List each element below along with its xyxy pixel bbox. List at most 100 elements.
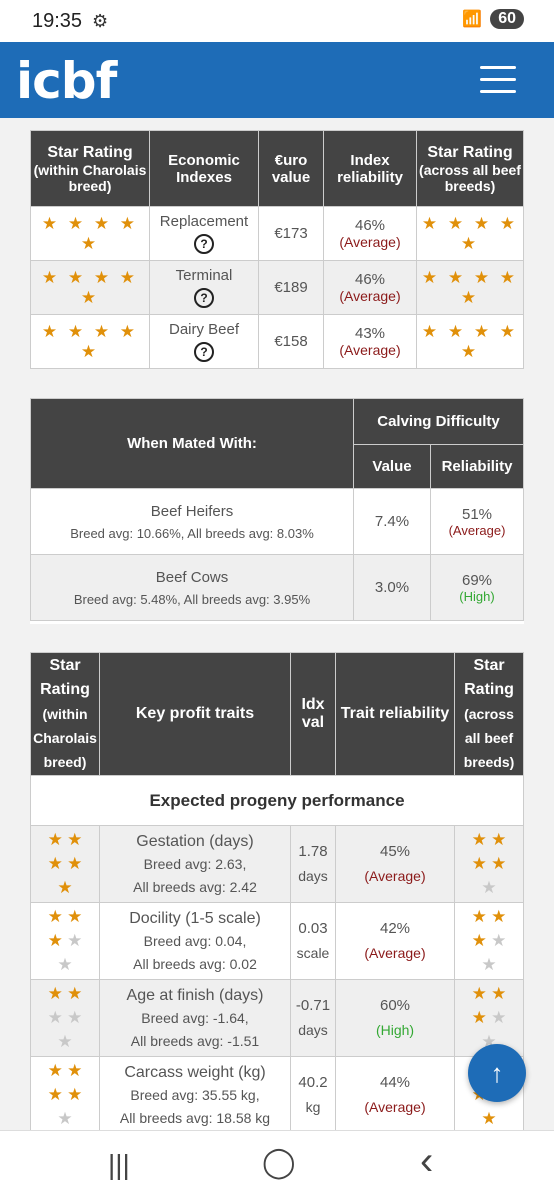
euro-value: €158 [258,314,324,369]
idx-value: 40.2 [298,1074,328,1091]
trait-name: Docility (1-5 scale) [129,909,261,927]
profit-traits-table: Star Rating (within Charolais breed) Key… [30,652,524,1130]
table-row: Beef Cows Breed avg: 5.48%, All breeds a… [30,554,524,621]
calving-card: When Mated With: Calving Difficulty Valu… [30,398,524,624]
star-rating-within: ★ ★ ★ ★ ★ [30,902,100,980]
euro-value: €189 [258,260,324,315]
calving-table: When Mated With: Calving Difficulty Valu… [30,398,524,621]
idx-unit: days [298,868,328,884]
calving-value: 7.4% [353,488,431,555]
mate-averages: Breed avg: 5.48%, All breeds avg: 3.95% [73,591,311,607]
menu-icon[interactable] [480,66,516,94]
reliability-label: (Average) [339,234,401,250]
status-bar: 19:35 ⚙ 📶 60 [0,0,554,42]
header-index-reliability: Index reliability [323,130,417,207]
star-rating-within: ★ ★ ★ ★ ★ [30,979,100,1057]
trait-name: Carcass weight (kg) [124,1063,266,1081]
reliability-label: (Average) [364,945,426,961]
reliability-label: (Average) [339,342,401,358]
trait-name: Age at finish (days) [126,986,264,1004]
economic-index-card: Star Rating (within Charolais breed) Eco… [30,130,524,369]
trait-all-avg: All breeds avg: 2.42 [133,878,257,895]
idx-value: -0.71 [295,997,331,1014]
trait-all-avg: All breeds avg: 0.02 [133,955,257,972]
gear-icon: ⚙ [92,11,109,31]
header-trait-reliability: Trait reliability [335,652,455,776]
star-rating-within: ★ ★ ★ ★ ★ [30,314,150,369]
header-reliability: Reliability [430,444,524,489]
mate-name: Beef Cows [155,568,229,586]
reliability-value: 44% [379,1074,411,1091]
index-name: Replacement [159,213,249,230]
trait-all-avg: All breeds avg: 18.58 kg [119,1109,271,1126]
reliability-value: 69% [461,571,493,589]
reliability-value: 46% [354,217,386,234]
index-name: Terminal [175,267,233,284]
economic-index-table: Star Rating (within Charolais breed) Eco… [30,130,524,369]
reliability-value: 60% [379,997,411,1014]
trait-breed-avg: Breed avg: 35.55 kg, [130,1086,260,1103]
help-icon[interactable]: ? [194,234,214,254]
home-icon[interactable]: ◯ [262,1146,296,1179]
scroll-top-button[interactable]: ↑ [468,1044,526,1102]
reliability-label: (Average) [448,522,506,538]
wifi-icon: 📶 [462,11,483,28]
idx-value: 0.03 [298,920,328,937]
back-icon[interactable]: ‹ [420,1139,434,1183]
trait-breed-avg: Breed avg: 2.63, [143,855,247,872]
header-euro-value: €uro value [258,130,324,207]
table-row: ★ ★ ★ ★ ★ Dairy Beef ? €158 43% (Average… [30,314,524,369]
reliability-label: (Average) [364,868,426,884]
logo[interactable]: icbf [16,52,117,110]
euro-value: €173 [258,206,324,261]
index-name: Dairy Beef [168,321,240,338]
header-idx-val: Idx val [290,652,336,776]
section-title: Expected progeny performance [30,775,524,826]
star-rating-across: ★ ★ ★ ★ ★ [454,825,524,903]
star-rating-within: ★ ★ ★ ★ ★ [30,1056,100,1130]
reliability-label: (High) [375,1022,415,1038]
star-rating-within: ★ ★ ★ ★ ★ [30,825,100,903]
table-row: ★ ★ ★ ★ ★ Replacement ? €173 46% (Averag… [30,206,524,261]
table-row: ★ ★ ★ ★ ★ Carcass weight (kg) Breed avg:… [30,1056,524,1130]
trait-all-avg: All breeds avg: -1.51 [130,1032,260,1049]
table-row: ★ ★ ★ ★ ★ Gestation (days) Breed avg: 2.… [30,825,524,903]
header-star-across: Star Rating (across all beef breeds) [454,652,524,776]
help-icon[interactable]: ? [194,288,214,308]
reliability-value: 46% [354,271,386,288]
system-nav-bar: ||| ◯ ‹ [0,1130,554,1201]
trait-breed-avg: Breed avg: -1.64, [141,1009,249,1026]
profit-traits-card: Star Rating (within Charolais breed) Key… [30,652,524,1130]
calving-value: 3.0% [353,554,431,621]
reliability-value: 51% [461,505,493,523]
recent-apps-icon[interactable]: ||| [108,1149,130,1180]
star-rating-within: ★ ★ ★ ★ ★ [30,206,150,261]
header-star-within: Star Rating (within Charolais breed) [30,652,100,776]
reliability-value: 43% [354,325,386,342]
idx-unit: scale [296,945,330,961]
reliability-label: (Average) [364,1099,426,1115]
table-row: ★ ★ ★ ★ ★ Docility (1-5 scale) Breed avg… [30,902,524,980]
battery-badge: 60 [490,9,524,29]
idx-unit: days [298,1022,328,1038]
reliability-label: (High) [459,588,495,604]
mate-averages: Breed avg: 10.66%, All breeds avg: 8.03% [70,525,314,541]
star-rating-within: ★ ★ ★ ★ ★ [30,260,150,315]
star-rating-across: ★ ★ ★ ★ ★ [454,902,524,980]
reliability-value: 45% [379,843,411,860]
star-rating-across: ★ ★ ★ ★ ★ [416,260,524,315]
trait-breed-avg: Breed avg: 0.04, [143,932,247,949]
header-key-traits: Key profit traits [99,652,291,776]
main-content: Star Rating (within Charolais breed) Eco… [0,118,554,1130]
header-value: Value [353,444,431,489]
reliability-value: 42% [379,920,411,937]
trait-name: Gestation (days) [136,832,254,850]
help-icon[interactable]: ? [194,342,214,362]
table-row: Beef Heifers Breed avg: 10.66%, All bree… [30,488,524,555]
app-header: icbf [0,42,554,118]
reliability-label: (Average) [339,288,401,304]
header-economic-indexes: Economic Indexes [149,130,259,207]
table-row: ★ ★ ★ ★ ★ Terminal ? €189 46% (Average) … [30,260,524,315]
mate-name: Beef Heifers [150,502,234,520]
header-calving-difficulty: Calving Difficulty [353,398,524,445]
